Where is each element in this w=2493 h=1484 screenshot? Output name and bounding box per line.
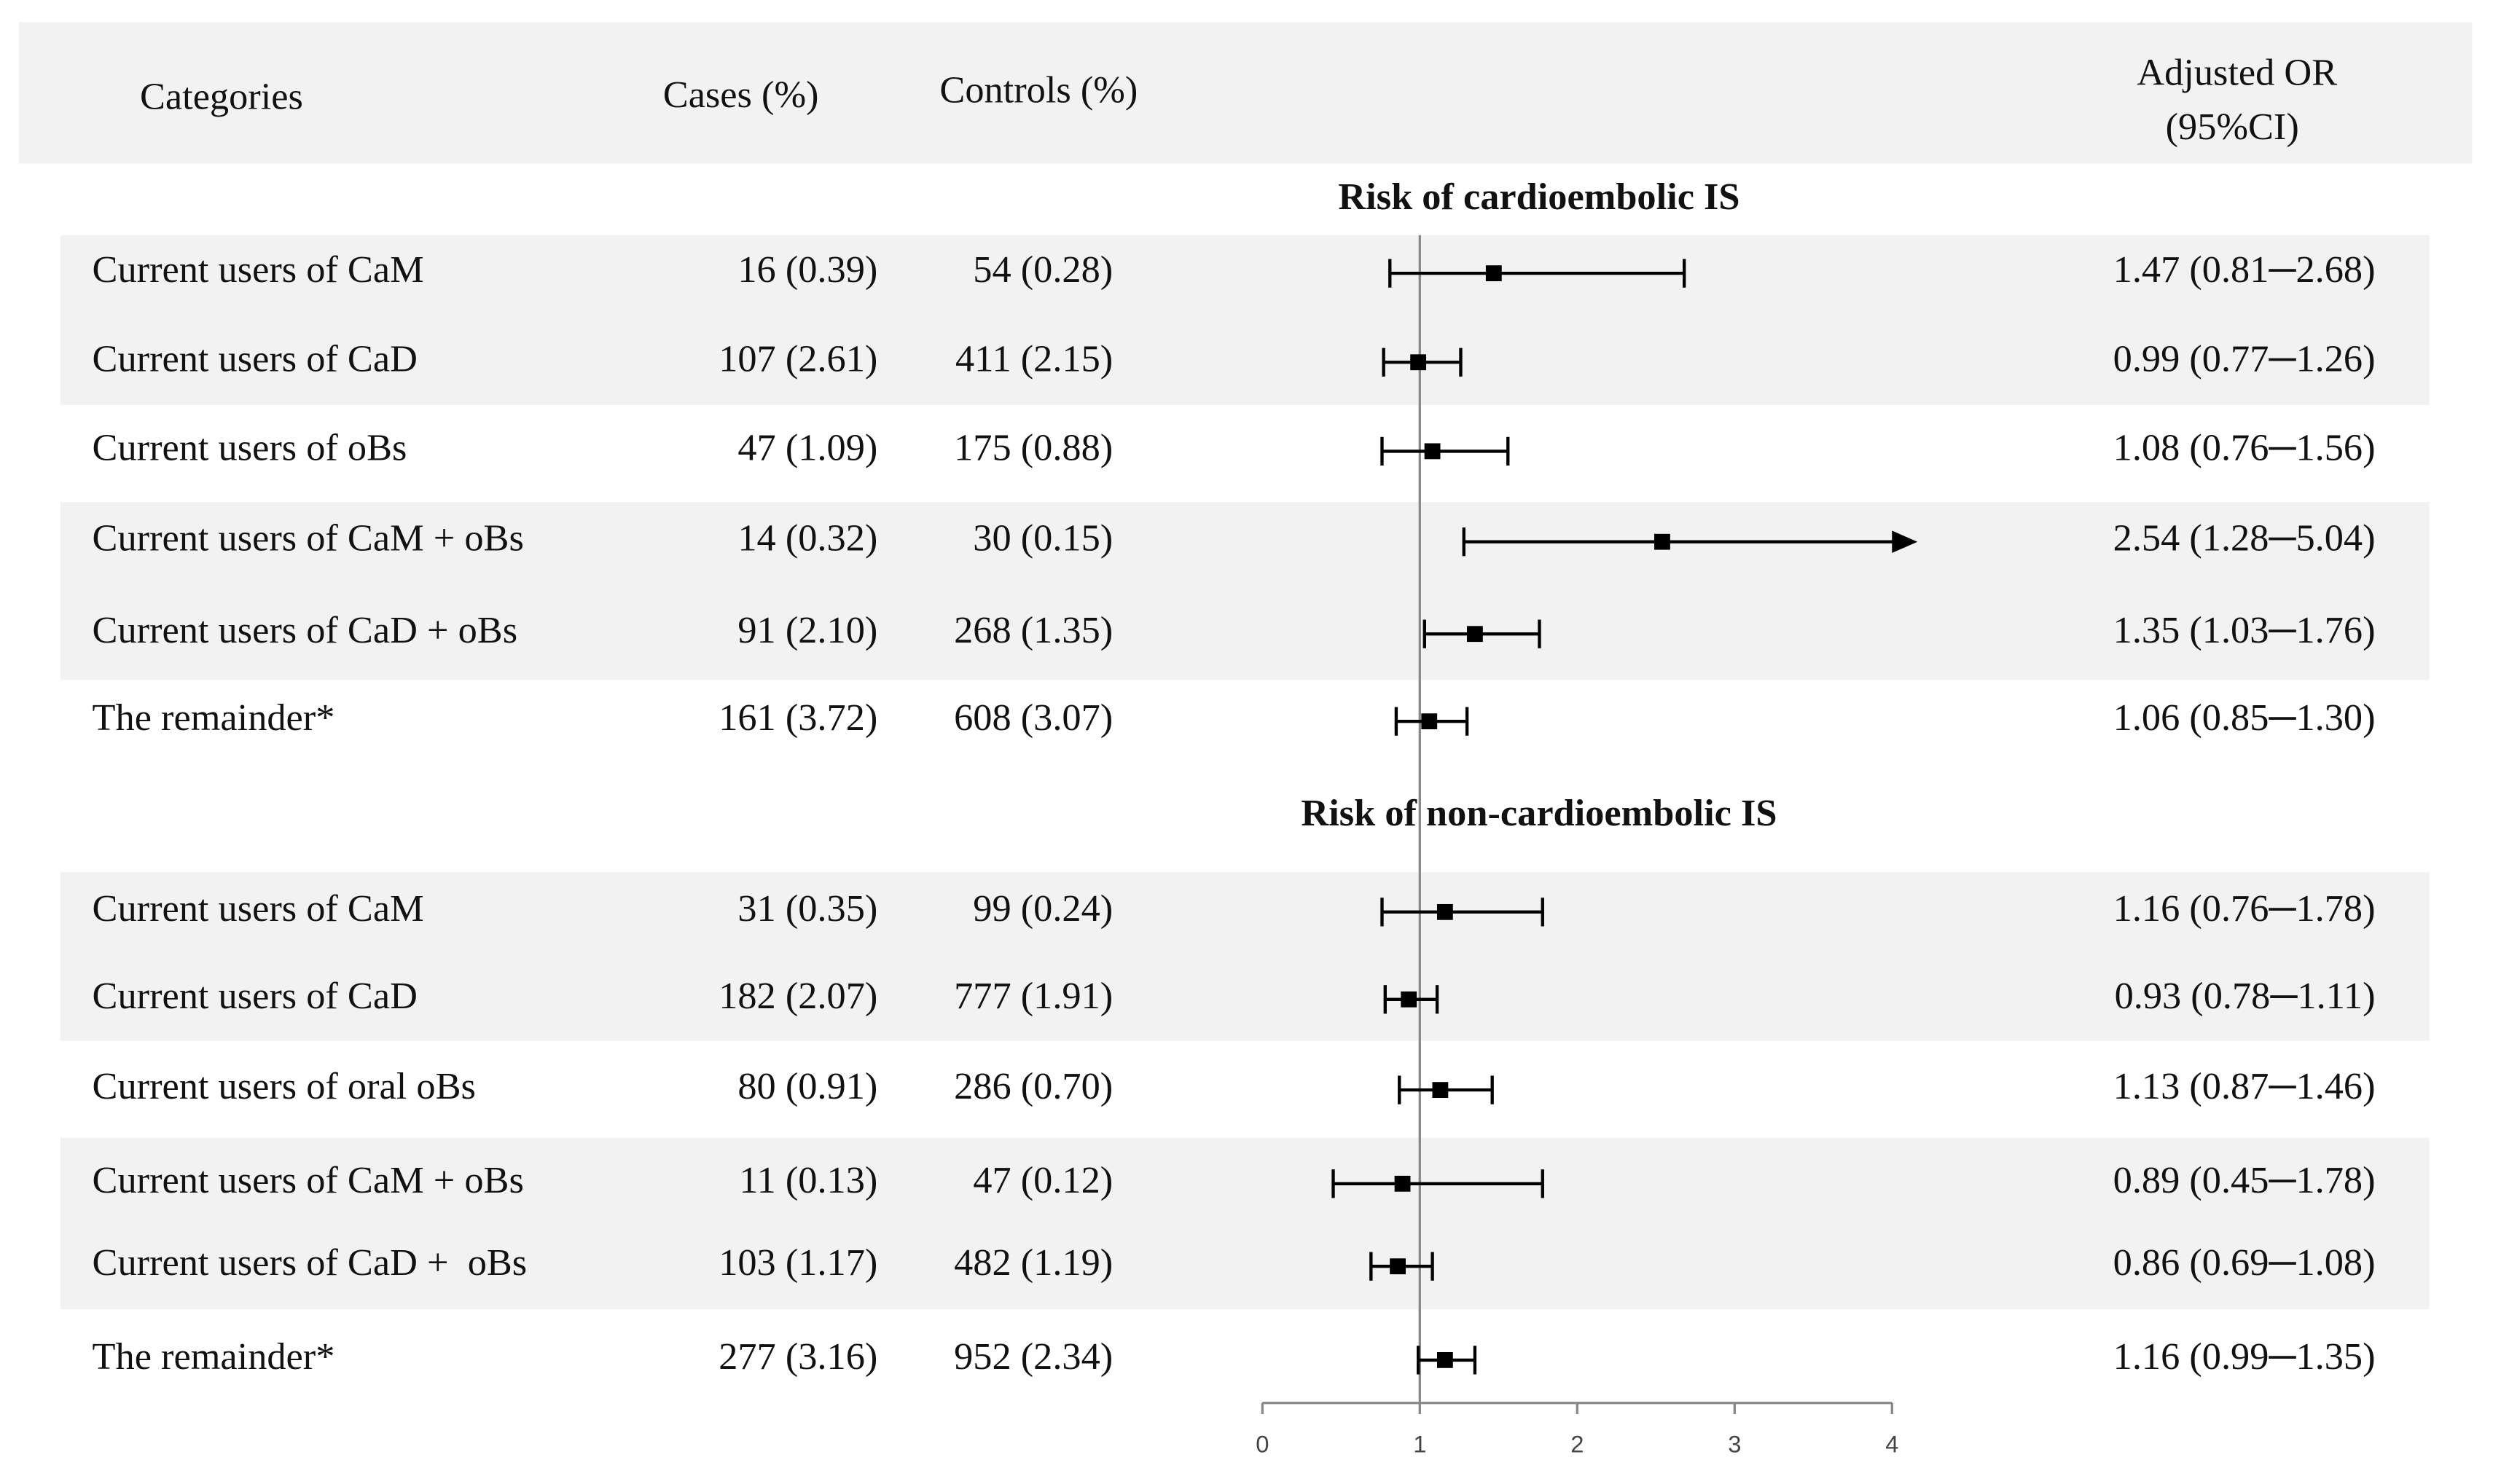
category: Current users of oBs: [93, 426, 407, 468]
estimate-label: 0.86 (0.69─1.08): [2113, 1241, 2376, 1284]
cases: 16 (0.39): [737, 248, 877, 291]
estimate-label: 1.06 (0.85─1.30): [2113, 696, 2376, 739]
estimate-label: 1.08 (0.76─1.56): [2113, 426, 2376, 468]
category: Current users of CaM + oBs: [93, 517, 524, 560]
cases: 107 (2.61): [719, 337, 877, 380]
row-band: [60, 235, 2430, 406]
estimate-label: 0.99 (0.77─1.26): [2113, 337, 2376, 380]
point-estimate: [1485, 265, 1502, 282]
controls: 30 (0.15): [973, 517, 1113, 560]
category: Current users of CaM + oBs: [93, 1159, 524, 1201]
header-estimate-ci: (95%CI): [2166, 106, 2299, 148]
cases: 91 (2.10): [737, 609, 877, 651]
category: Current users of CaM: [93, 248, 424, 291]
x-tick-label: 0: [1256, 1430, 1269, 1457]
row-band: [60, 1137, 2430, 1310]
cases: 47 (1.09): [737, 426, 877, 468]
header-estimate: Adjusted OR: [2137, 52, 2337, 94]
controls: 411 (2.15): [955, 337, 1113, 380]
group-title: Risk of non-cardioembolic IS: [1301, 792, 1777, 834]
point-estimate: [1436, 903, 1453, 920]
controls: 54 (0.28): [973, 248, 1113, 291]
estimate-label: 1.16 (0.99─1.35): [2113, 1335, 2376, 1378]
header-category: Categories: [140, 75, 303, 117]
point-estimate: [1432, 1082, 1449, 1099]
estimate-label: 1.16 (0.76─1.78): [2113, 887, 2376, 930]
category: Current users of CaD + oBs: [93, 1241, 528, 1284]
point-estimate: [1410, 354, 1427, 371]
point-estimate: [1424, 443, 1441, 460]
cases: 11 (0.13): [739, 1159, 877, 1201]
cases: 182 (2.07): [719, 975, 877, 1017]
estimate-label: 0.93 (0.78─1.11): [2115, 975, 2376, 1017]
controls: 608 (3.07): [954, 696, 1113, 739]
point-estimate: [1654, 533, 1670, 550]
controls: 777 (1.91): [954, 975, 1113, 1017]
point-estimate: [1401, 991, 1417, 1008]
cases: 31 (0.35): [737, 887, 877, 930]
controls: 175 (0.88): [954, 426, 1113, 468]
x-tick-label: 1: [1413, 1430, 1426, 1457]
point-estimate: [1390, 1258, 1406, 1275]
point-estimate: [1436, 1351, 1453, 1368]
estimate-label: 1.35 (1.03─1.76): [2113, 609, 2376, 651]
category: Current users of CaD + oBs: [93, 609, 518, 651]
controls: 47 (0.12): [973, 1159, 1113, 1201]
x-tick-label: 2: [1570, 1430, 1584, 1457]
cases: 80 (0.91): [737, 1065, 877, 1107]
row-band: [60, 872, 2430, 1041]
estimate-label: 0.89 (0.45─1.78): [2113, 1159, 2376, 1201]
estimate-label: 1.13 (0.87─1.46): [2113, 1065, 2376, 1107]
row-band: [60, 502, 2430, 680]
controls: 286 (0.70): [954, 1065, 1113, 1107]
point-estimate: [1467, 626, 1483, 643]
point-estimate: [1394, 1175, 1411, 1192]
ci-arrow-upper: [1892, 530, 1918, 553]
category: Current users of CaM: [93, 887, 424, 930]
cases: 277 (3.16): [719, 1335, 877, 1378]
category: Current users of CaD: [93, 975, 418, 1017]
x-tick-label: 4: [1885, 1430, 1898, 1457]
category: The remainder*: [93, 1335, 335, 1378]
header-cases: Cases (%): [663, 74, 819, 116]
category: Current users of CaD: [93, 337, 418, 380]
cases: 14 (0.32): [737, 517, 877, 560]
group-title: Risk of cardioembolic IS: [1338, 176, 1739, 218]
controls: 268 (1.35): [954, 609, 1113, 651]
x-tick-label: 3: [1728, 1430, 1741, 1457]
estimate-label: 1.47 (0.81─2.68): [2113, 248, 2376, 291]
controls: 952 (2.34): [954, 1335, 1113, 1378]
header-controls: Controls (%): [939, 69, 1138, 111]
category: Current users of oral oBs: [93, 1065, 476, 1107]
cases: 103 (1.17): [719, 1241, 877, 1284]
controls: 482 (1.19): [954, 1241, 1113, 1284]
estimate-label: 2.54 (1.28─5.04): [2113, 517, 2376, 560]
point-estimate: [1421, 713, 1438, 730]
controls: 99 (0.24): [973, 887, 1113, 930]
category: The remainder*: [93, 696, 335, 739]
header-band: [19, 22, 2473, 164]
cases: 161 (3.72): [719, 696, 877, 739]
